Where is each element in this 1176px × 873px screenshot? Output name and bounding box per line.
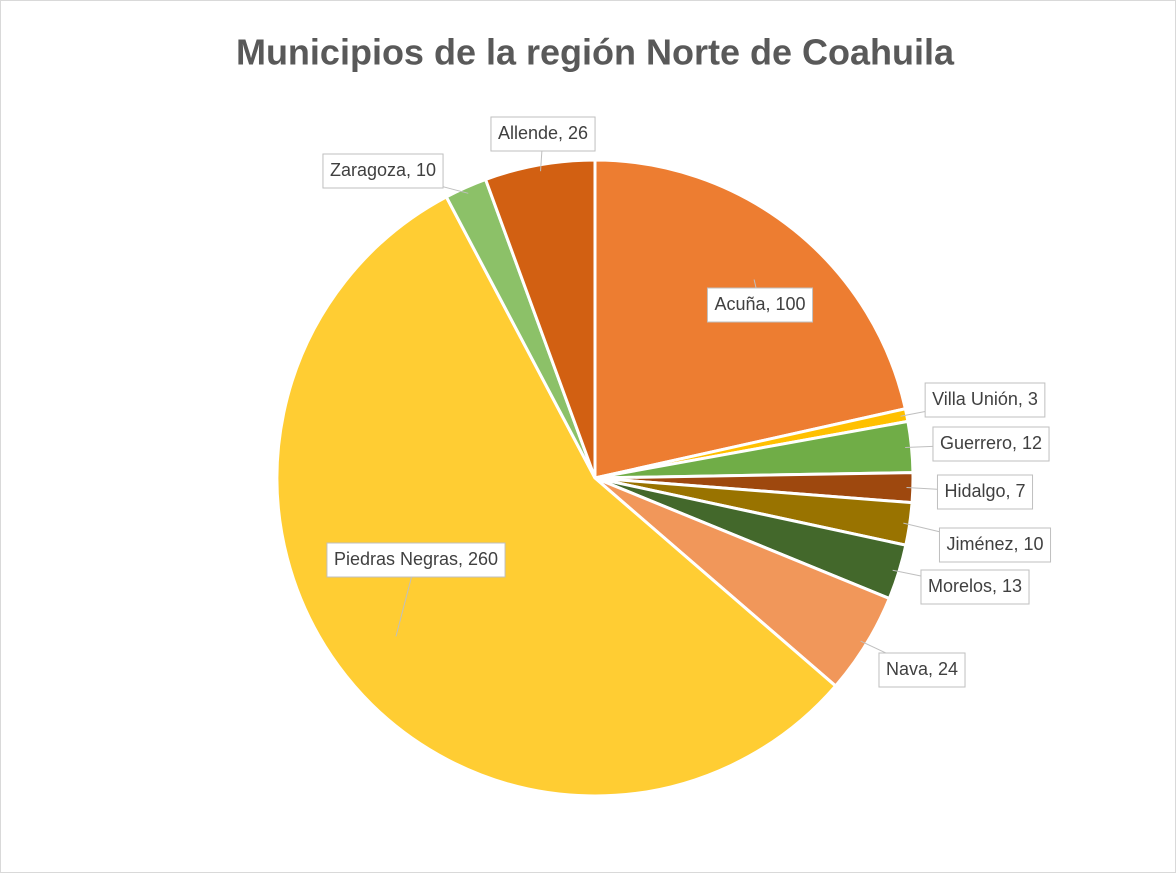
data-label: Guerrero, 12 — [905, 426, 1050, 462]
pie-slice — [275, 194, 838, 798]
data-label: Hidalgo, 7 — [906, 474, 1034, 510]
label-box — [938, 527, 1052, 563]
data-label-text: Villa Unión, 3 — [932, 389, 1038, 409]
data-label: Jiménez, 10 — [903, 522, 1052, 563]
data-label-text: Hidalgo, 7 — [944, 481, 1025, 501]
data-label-text: Acuña, 100 — [714, 294, 805, 314]
data-label-text: Piedras Negras, 260 — [334, 549, 498, 569]
data-label-text: Nava, 24 — [886, 659, 958, 679]
label-box — [326, 542, 506, 578]
data-label-text: Zaragoza, 10 — [330, 160, 436, 180]
data-label: Acuña, 100 — [706, 279, 814, 323]
data-label: Nava, 24 — [860, 640, 966, 688]
data-label: Zaragoza, 10 — [322, 153, 469, 194]
label-box — [706, 287, 814, 323]
label-box — [322, 153, 444, 189]
label-box — [932, 426, 1050, 462]
data-label: Villa Unión, 3 — [900, 382, 1046, 418]
label-box — [878, 652, 966, 688]
data-label-text: Allende, 26 — [498, 123, 588, 143]
pie-slice — [483, 158, 597, 479]
data-label-text: Guerrero, 12 — [940, 433, 1042, 453]
chart-title: Municipios de la región Norte de Coahuil… — [236, 32, 955, 73]
data-label: Morelos, 13 — [892, 569, 1030, 605]
data-label: Piedras Negras, 260 — [326, 542, 506, 637]
label-box — [490, 116, 596, 152]
data-label-text: Jiménez, 10 — [946, 534, 1043, 554]
label-box — [924, 382, 1046, 418]
data-label: Allende, 26 — [490, 116, 596, 172]
label-box — [936, 474, 1034, 510]
data-label-text: Morelos, 13 — [928, 576, 1022, 596]
label-box — [920, 569, 1030, 605]
